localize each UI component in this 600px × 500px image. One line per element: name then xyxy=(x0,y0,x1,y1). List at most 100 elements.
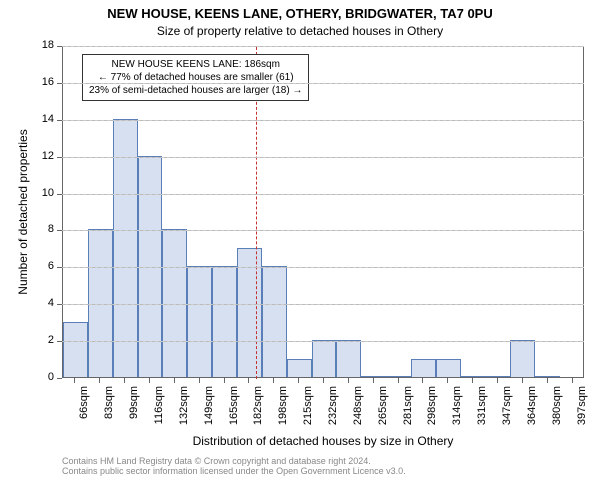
y-tick-label: 18 xyxy=(28,39,54,51)
histogram-bar xyxy=(63,322,88,377)
x-tick-mark xyxy=(124,378,125,383)
y-tick-label: 8 xyxy=(28,223,54,235)
x-tick-label: 298sqm xyxy=(426,386,438,436)
x-tick-label: 149sqm xyxy=(203,386,215,436)
x-tick-mark xyxy=(398,378,399,383)
histogram-bar xyxy=(312,340,337,377)
x-tick-label: 314sqm xyxy=(451,386,463,436)
copyright-notice: Contains HM Land Registry data © Crown c… xyxy=(62,456,406,476)
x-tick-mark xyxy=(373,378,374,383)
grid-line xyxy=(62,46,584,47)
y-tick-label: 16 xyxy=(28,76,54,88)
grid-line xyxy=(62,194,584,195)
histogram-chart: NEW HOUSE, KEENS LANE, OTHERY, BRIDGWATE… xyxy=(0,0,600,500)
grid-line xyxy=(62,83,584,84)
histogram-bar xyxy=(88,229,113,377)
x-tick-mark xyxy=(248,378,249,383)
y-tick-label: 4 xyxy=(28,297,54,309)
copyright-line-2: Contains public sector information licen… xyxy=(62,466,406,476)
annotation-box: NEW HOUSE KEENS LANE: 186sqm ← 77% of de… xyxy=(82,54,309,101)
x-tick-label: 198sqm xyxy=(277,386,289,436)
annotation-line-1: NEW HOUSE KEENS LANE: 186sqm xyxy=(89,58,302,71)
grid-line xyxy=(62,230,584,231)
x-tick-mark xyxy=(199,378,200,383)
x-tick-mark xyxy=(323,378,324,383)
y-tick-mark xyxy=(57,157,62,158)
x-tick-mark xyxy=(422,378,423,383)
y-tick-mark xyxy=(57,267,62,268)
histogram-bar xyxy=(336,340,361,377)
x-tick-label: 132sqm xyxy=(178,386,190,436)
chart-subtitle: Size of property relative to detached ho… xyxy=(0,24,600,38)
x-tick-label: 347sqm xyxy=(501,386,513,436)
x-tick-label: 232sqm xyxy=(327,386,339,436)
y-tick-label: 12 xyxy=(28,150,54,162)
grid-line xyxy=(62,157,584,158)
x-tick-mark xyxy=(174,378,175,383)
histogram-bar xyxy=(386,376,411,377)
x-tick-label: 83sqm xyxy=(103,386,115,436)
x-tick-mark xyxy=(472,378,473,383)
x-tick-mark xyxy=(149,378,150,383)
x-tick-mark xyxy=(447,378,448,383)
histogram-bar xyxy=(212,266,237,377)
x-tick-mark xyxy=(99,378,100,383)
grid-line xyxy=(62,341,584,342)
y-tick-mark xyxy=(57,83,62,84)
x-tick-mark xyxy=(572,378,573,383)
x-tick-mark xyxy=(298,378,299,383)
x-tick-label: 215sqm xyxy=(302,386,314,436)
x-tick-mark xyxy=(74,378,75,383)
grid-line xyxy=(62,267,584,268)
x-tick-label: 397sqm xyxy=(576,386,588,436)
y-tick-label: 2 xyxy=(28,334,54,346)
y-axis-label: Number of detached properties xyxy=(16,46,30,378)
y-tick-label: 10 xyxy=(28,187,54,199)
histogram-bar xyxy=(262,266,287,377)
histogram-bar xyxy=(187,266,212,377)
y-tick-label: 6 xyxy=(28,260,54,272)
histogram-bar xyxy=(486,376,511,377)
y-tick-label: 14 xyxy=(28,113,54,125)
x-tick-mark xyxy=(547,378,548,383)
x-tick-mark xyxy=(348,378,349,383)
x-axis-label: Distribution of detached houses by size … xyxy=(62,434,584,448)
y-tick-label: 0 xyxy=(28,371,54,383)
x-tick-label: 182sqm xyxy=(252,386,264,436)
y-tick-mark xyxy=(57,194,62,195)
x-tick-label: 116sqm xyxy=(153,386,165,436)
y-tick-mark xyxy=(57,120,62,121)
x-tick-label: 66sqm xyxy=(78,386,90,436)
x-tick-mark xyxy=(522,378,523,383)
y-tick-mark xyxy=(57,46,62,47)
histogram-bar xyxy=(535,376,560,377)
x-tick-label: 331sqm xyxy=(476,386,488,436)
y-tick-mark xyxy=(57,341,62,342)
x-tick-mark xyxy=(273,378,274,383)
histogram-bar xyxy=(138,156,163,377)
annotation-line-3: 23% of semi-detached houses are larger (… xyxy=(89,84,302,97)
histogram-bar xyxy=(436,359,461,377)
x-tick-label: 265sqm xyxy=(377,386,389,436)
copyright-line-1: Contains HM Land Registry data © Crown c… xyxy=(62,456,406,466)
x-tick-label: 248sqm xyxy=(352,386,364,436)
x-tick-label: 364sqm xyxy=(526,386,538,436)
histogram-bar xyxy=(461,376,486,377)
y-tick-mark xyxy=(57,230,62,231)
x-tick-label: 380sqm xyxy=(551,386,563,436)
grid-line xyxy=(62,304,584,305)
x-tick-mark xyxy=(224,378,225,383)
histogram-bar xyxy=(162,229,187,377)
x-tick-label: 99sqm xyxy=(128,386,140,436)
histogram-bar xyxy=(411,359,436,377)
histogram-bar xyxy=(510,340,535,377)
y-tick-mark xyxy=(57,304,62,305)
y-tick-mark xyxy=(57,378,62,379)
x-tick-label: 281sqm xyxy=(402,386,414,436)
histogram-bar xyxy=(361,376,386,377)
x-tick-mark xyxy=(497,378,498,383)
x-tick-label: 165sqm xyxy=(228,386,240,436)
grid-line xyxy=(62,120,584,121)
histogram-bar xyxy=(287,359,312,377)
chart-title: NEW HOUSE, KEENS LANE, OTHERY, BRIDGWATE… xyxy=(0,6,600,21)
